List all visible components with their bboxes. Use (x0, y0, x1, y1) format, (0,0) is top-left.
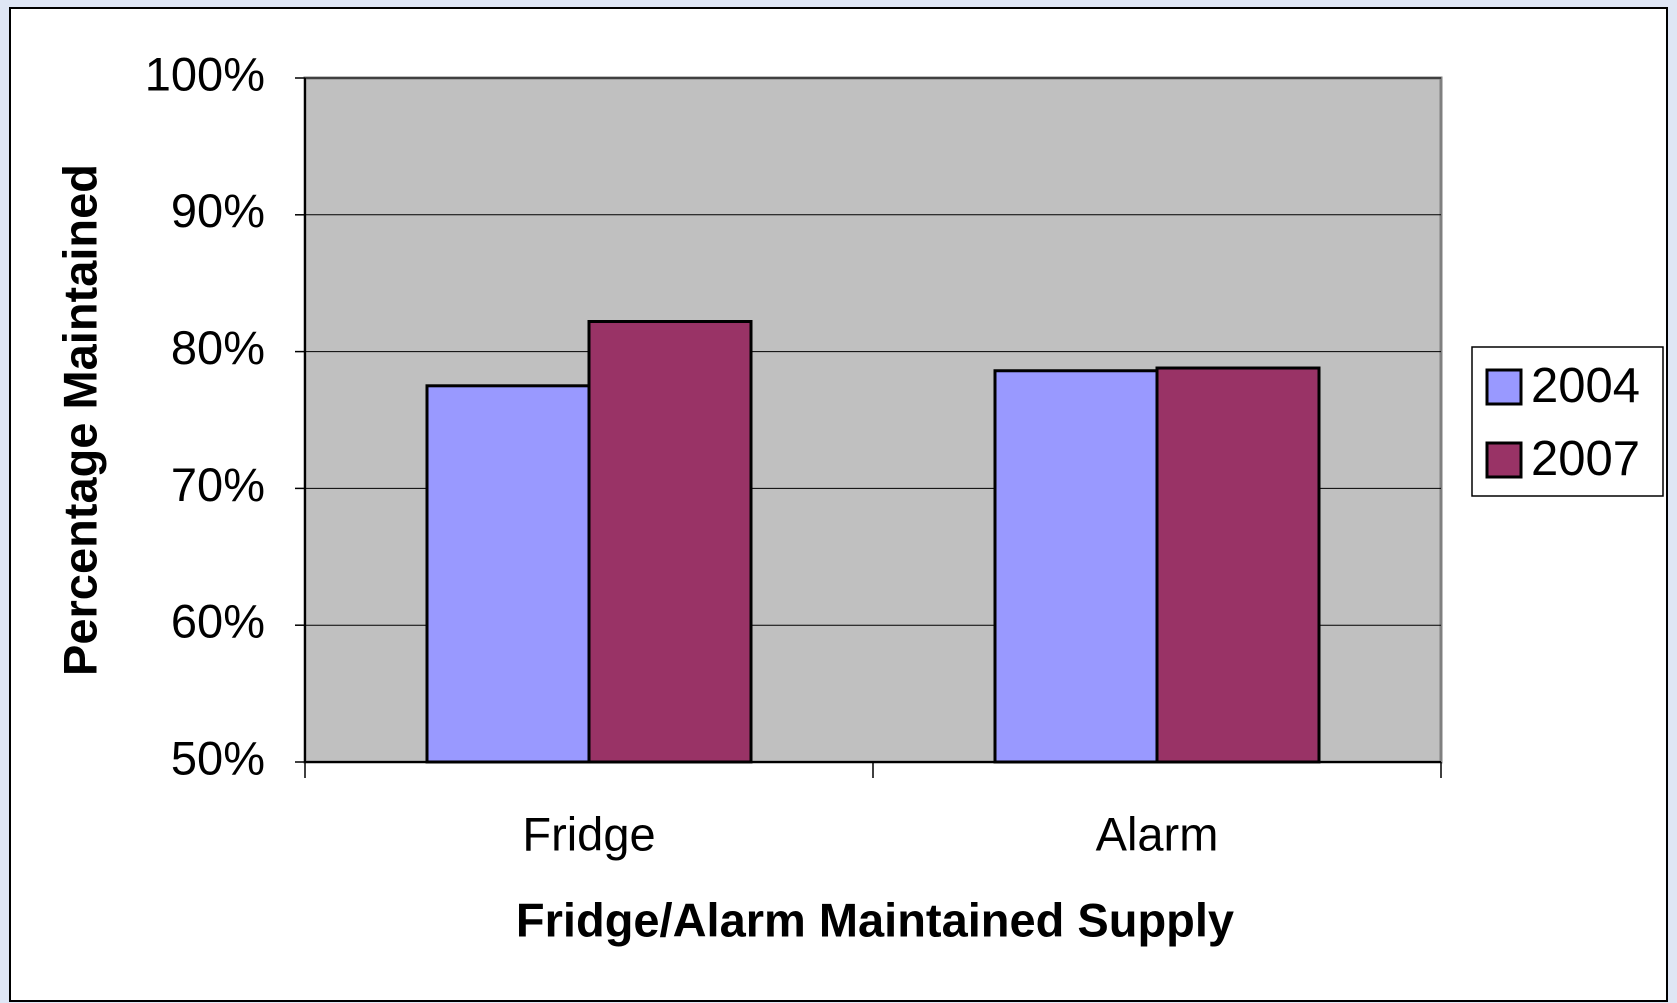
legend-swatch (1485, 368, 1523, 406)
legend-label: 2007 (1531, 432, 1640, 486)
y-tick-label: 60% (171, 595, 265, 648)
x-tick-label: Fridge (522, 807, 655, 860)
legend-label: 2004 (1531, 359, 1640, 413)
x-axis-title: Fridge/Alarm Maintained Supply (516, 893, 1234, 946)
y-tick-label: 100% (145, 47, 265, 100)
y-tick-label: 90% (171, 184, 265, 237)
y-tick-label: 80% (171, 321, 265, 374)
bar (993, 369, 1159, 764)
bar (425, 384, 591, 764)
y-tick-label: 50% (171, 731, 265, 784)
bar (587, 320, 753, 764)
y-tick-label: 70% (171, 458, 265, 511)
bar (1155, 366, 1321, 764)
legend-swatch (1485, 441, 1523, 479)
y-axis-title: Percentage Maintained (53, 164, 106, 676)
x-tick-label: Alarm (1096, 807, 1219, 860)
